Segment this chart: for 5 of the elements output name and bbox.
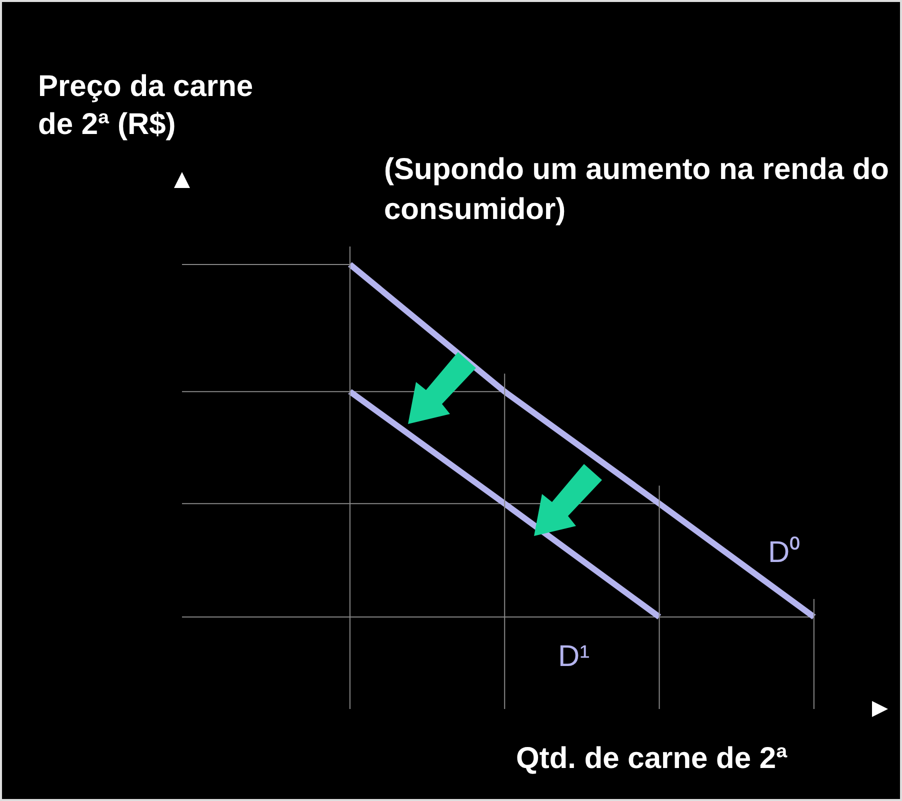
chart-title: (Supondo um aumento na renda do consumidor) [384,152,890,228]
x-axis-title: Qtd. de carne de 2ª [516,742,788,776]
series-label: D¹ [558,640,590,674]
y-axis-title: Preço da carne de 2ª (R$) [38,69,254,143]
series-label: D⁰ [768,535,801,571]
